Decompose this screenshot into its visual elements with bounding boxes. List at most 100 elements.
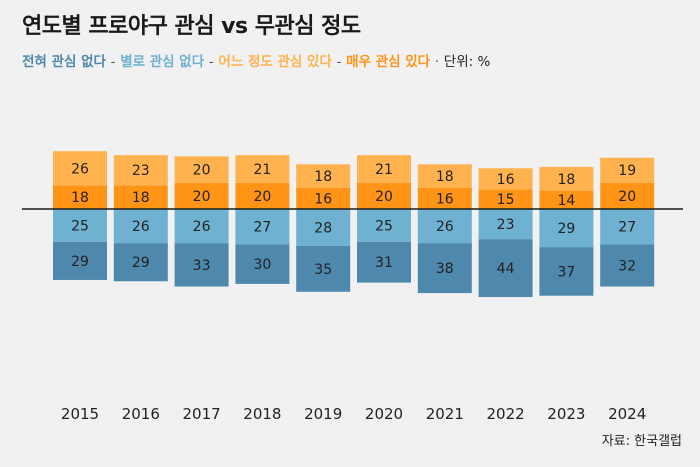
data-label: 25 [71, 218, 89, 234]
data-label: 32 [618, 259, 636, 275]
data-label: 21 [375, 162, 393, 178]
bar-segment [539, 247, 594, 296]
bar-segment [113, 155, 168, 186]
bar-segment [600, 157, 655, 183]
data-label: 35 [314, 262, 332, 278]
x-tick-label: 2022 [487, 405, 525, 423]
data-label: 16 [314, 191, 332, 207]
bar-segment [357, 182, 411, 209]
data-label: 29 [132, 255, 150, 271]
bar-segment [113, 243, 168, 282]
data-label: 26 [132, 219, 150, 235]
bar-segment [417, 164, 472, 188]
data-label: 28 [314, 220, 332, 236]
source-note: 자료: 한국갤럽 [601, 434, 682, 449]
bar-segment [539, 166, 594, 191]
bar-segment [235, 155, 290, 183]
x-tick-label: 2021 [426, 405, 464, 423]
bar-segment [417, 209, 472, 244]
data-label: 18 [71, 190, 89, 206]
legend-item-very: 매우 관심 있다 [346, 54, 431, 70]
x-tick-label: 2016 [122, 405, 160, 423]
data-label: 29 [557, 221, 575, 237]
bar-segment [174, 209, 229, 244]
x-tick-label: 2020 [365, 405, 403, 423]
data-label: 20 [618, 189, 636, 205]
data-label: 26 [193, 219, 211, 235]
data-label: 18 [557, 172, 575, 188]
data-label: 20 [193, 163, 211, 179]
bar-segment [174, 243, 229, 287]
bar-segment [174, 182, 229, 209]
data-label: 19 [618, 163, 636, 179]
bar-segment [478, 168, 533, 190]
bar-segment [600, 244, 655, 287]
bar-segment [113, 209, 168, 244]
bar-segment [600, 209, 655, 245]
data-label: 23 [132, 163, 150, 179]
data-label: 14 [557, 193, 575, 209]
legend-item-somewhat: 어느 정도 관심 있다 [218, 54, 332, 70]
bar-segment [478, 239, 533, 298]
data-label: 31 [375, 255, 393, 271]
bar-segment [174, 156, 229, 183]
data-label: 15 [497, 192, 515, 208]
bar-segment [296, 245, 351, 292]
data-label: 26 [436, 219, 454, 235]
data-label: 18 [436, 169, 454, 185]
unit-label: 단위: % [443, 54, 491, 70]
x-tick-label: 2024 [608, 405, 646, 423]
data-label: 20 [253, 189, 271, 205]
x-tick-label: 2019 [304, 405, 342, 423]
legend-item-not-much: 별로 관심 없다 [120, 54, 205, 70]
bar-segment [539, 190, 594, 209]
data-label: 26 [71, 161, 89, 177]
data-label: 30 [253, 257, 271, 273]
bar-segment [417, 187, 472, 209]
bar-segment [296, 187, 351, 209]
data-label: 27 [618, 220, 636, 236]
data-label: 33 [193, 258, 211, 274]
data-label: 37 [557, 264, 575, 280]
legend-separator: - [208, 54, 214, 70]
legend-separator: - [336, 54, 342, 70]
bar-segment [235, 244, 290, 284]
bar-segment [539, 209, 594, 248]
bar-segment [296, 209, 351, 246]
bar-segment [113, 185, 168, 209]
data-label: 18 [314, 169, 332, 185]
bar-segment [53, 151, 107, 186]
bar-segment [53, 241, 107, 280]
data-label: 16 [436, 191, 454, 207]
legend-dot: · [434, 54, 440, 70]
legend: 전혀 관심 없다 - 별로 관심 없다 - 어느 정도 관심 있다 - 매우 관… [22, 50, 490, 70]
bar-segment [478, 209, 533, 240]
data-label: 29 [71, 254, 89, 270]
bar-segment [53, 185, 107, 209]
data-label: 27 [253, 220, 271, 236]
data-label: 16 [497, 172, 515, 188]
bar-segment [600, 182, 655, 209]
bar-segment [357, 209, 411, 242]
data-label: 20 [375, 189, 393, 205]
data-label: 21 [253, 162, 271, 178]
data-label: 38 [436, 261, 454, 277]
bar-segment [357, 155, 411, 183]
legend-separator: - [110, 54, 116, 70]
x-tick-label: 2018 [243, 405, 281, 423]
x-tick-label: 2015 [61, 405, 99, 423]
bar-segment [53, 209, 107, 242]
legend-item-not-at-all: 전혀 관심 없다 [22, 54, 106, 70]
bar-segment [357, 241, 411, 283]
bar-segment [235, 209, 290, 245]
chart-title: 연도별 프로야구 관심 vs 무관심 정도 [22, 14, 361, 39]
bar-segment [478, 189, 533, 209]
x-tick-label: 2017 [183, 405, 221, 423]
x-tick-label: 2023 [547, 405, 585, 423]
bar-segment [235, 182, 290, 209]
data-label: 23 [497, 217, 515, 233]
bar-segment [417, 243, 472, 294]
data-label: 20 [193, 189, 211, 205]
bar-segment [296, 164, 351, 188]
